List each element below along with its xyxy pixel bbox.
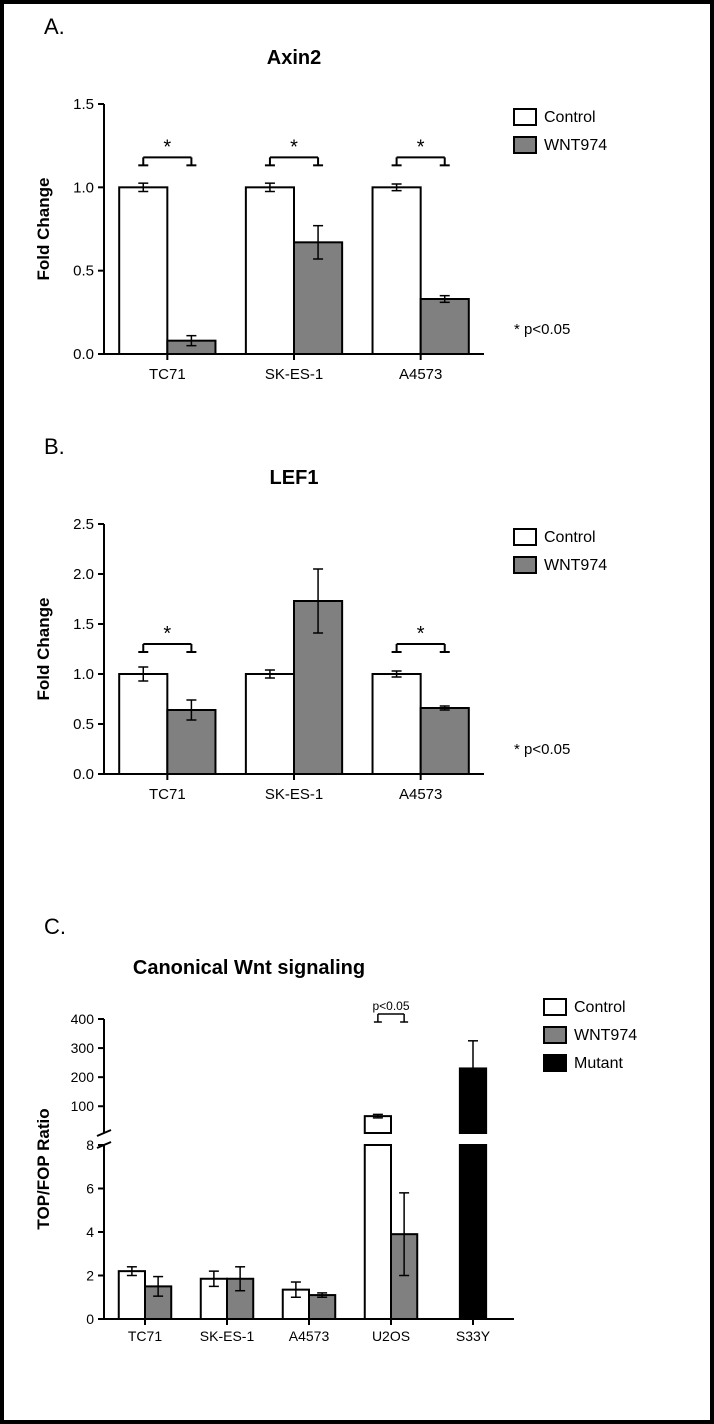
svg-text:1.0: 1.0 (73, 179, 94, 196)
bar (246, 187, 294, 354)
svg-text:SK-ES-1: SK-ES-1 (265, 366, 323, 383)
bar (246, 674, 294, 774)
svg-text:*: * (163, 136, 171, 158)
svg-text:0: 0 (86, 1311, 94, 1327)
svg-text:0.0: 0.0 (73, 766, 94, 783)
legend-swatch (514, 109, 536, 125)
svg-text:0.5: 0.5 (73, 263, 94, 280)
svg-text:LEF1: LEF1 (270, 467, 319, 489)
svg-text:*: * (417, 623, 425, 645)
svg-text:Fold Change: Fold Change (34, 178, 53, 281)
svg-text:1.5: 1.5 (73, 616, 94, 633)
bar (373, 674, 421, 774)
svg-text:p<0.05: p<0.05 (372, 999, 409, 1013)
svg-text:TC71: TC71 (149, 786, 186, 803)
legend-label: Control (544, 109, 596, 126)
bar (309, 1295, 335, 1319)
figure-frame: A. B. C. Axin20.00.51.01.5Fold ChangeTC7… (0, 0, 714, 1424)
legend-swatch (514, 529, 536, 545)
legend-label: Mutant (574, 1055, 623, 1072)
svg-text:TC71: TC71 (149, 366, 186, 383)
svg-text:*: * (163, 623, 171, 645)
svg-text:8: 8 (86, 1137, 94, 1153)
bar (119, 674, 167, 774)
svg-text:4: 4 (86, 1224, 94, 1240)
svg-text:SK-ES-1: SK-ES-1 (265, 786, 323, 803)
legend-label: WNT974 (544, 557, 607, 574)
svg-text:200: 200 (71, 1069, 95, 1085)
legend-label: WNT974 (544, 137, 607, 154)
svg-text:1.5: 1.5 (73, 96, 94, 113)
panel-a-chart: Axin2 0.0 0.5 1.0 1.5 Fold Change TC71 SK-ES-1 A… (4, 34, 710, 444)
svg-text:Axin2: Axin2 (267, 47, 321, 69)
svg-text:0.0: 0.0 (73, 346, 94, 363)
svg-text:*: * (417, 136, 425, 158)
legend-label: WNT974 (574, 1027, 637, 1044)
legend-swatch (514, 557, 536, 573)
svg-text:U2OS: U2OS (372, 1328, 410, 1344)
svg-text:100: 100 (71, 1098, 95, 1114)
bar (365, 1116, 391, 1133)
svg-text:0.5: 0.5 (73, 716, 94, 733)
svg-text:TOP/FOP Ratio: TOP/FOP Ratio (34, 1108, 53, 1229)
svg-text:2.0: 2.0 (73, 566, 94, 583)
svg-text:Canonical Wnt signaling: Canonical Wnt signaling (133, 957, 365, 979)
legend-swatch (544, 1055, 566, 1071)
legend-label: Control (574, 999, 626, 1016)
legend-swatch (544, 1027, 566, 1043)
bar (119, 1271, 145, 1319)
legend-label: Control (544, 529, 596, 546)
sig-note: * p<0.05 (514, 321, 570, 338)
panel-c-chart: Canonical Wnt signaling 0 2 4 6 8 100 200 300 400… (4, 924, 710, 1424)
svg-text:*: * (290, 136, 298, 158)
svg-text:A4573: A4573 (289, 1328, 330, 1344)
svg-text:2.5: 2.5 (73, 516, 94, 533)
svg-text:S33Y: S33Y (456, 1328, 491, 1344)
bar (365, 1145, 391, 1319)
svg-text:Fold Change: Fold Change (34, 598, 53, 701)
svg-text:TC71: TC71 (128, 1328, 162, 1344)
bar (421, 299, 469, 354)
svg-text:300: 300 (71, 1040, 95, 1056)
svg-text:1.0: 1.0 (73, 666, 94, 683)
bar (119, 187, 167, 354)
legend-swatch (544, 999, 566, 1015)
svg-text:2: 2 (86, 1268, 94, 1284)
svg-text:SK-ES-1: SK-ES-1 (200, 1328, 255, 1344)
legend-swatch (514, 137, 536, 153)
sig-note: * p<0.05 (514, 741, 570, 758)
bar (460, 1145, 486, 1319)
bar (421, 708, 469, 774)
bar (373, 187, 421, 354)
svg-text:A4573: A4573 (399, 786, 442, 803)
svg-text:A4573: A4573 (399, 366, 442, 383)
svg-text:6: 6 (86, 1181, 94, 1197)
panel-b-chart: LEF1 0.0 0.5 1.0 1.5 2.0 2.5 Fold Change TC71 SK-… (4, 454, 710, 864)
svg-text:400: 400 (71, 1011, 95, 1027)
